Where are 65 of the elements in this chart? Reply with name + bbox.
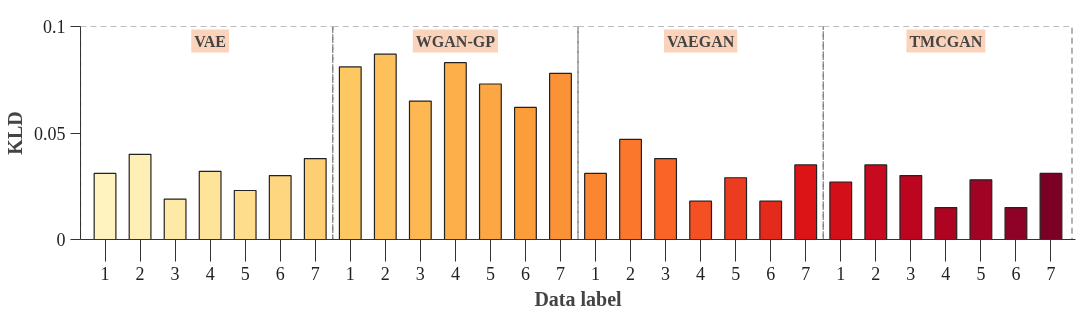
x-tick-label: 7 xyxy=(1046,263,1056,284)
bar xyxy=(794,164,818,240)
bar xyxy=(408,100,432,240)
x-tick-label: 1 xyxy=(591,263,601,284)
bar xyxy=(1039,172,1063,240)
y-tick-label: 0.1 xyxy=(43,17,66,37)
annotation: WGAN-GP xyxy=(415,32,496,50)
x-tick-label: 6 xyxy=(275,263,285,284)
annotation: TMCGAN xyxy=(909,32,983,50)
x-axis-title: Data label xyxy=(534,287,623,310)
bar xyxy=(724,177,748,240)
x-tick-label: 6 xyxy=(520,263,530,284)
bar xyxy=(478,83,502,240)
bar xyxy=(899,175,923,240)
bar xyxy=(513,106,537,240)
bar xyxy=(969,179,993,240)
bar xyxy=(128,153,152,240)
x-tick-label: 2 xyxy=(626,263,636,284)
bar xyxy=(233,189,257,240)
bar xyxy=(654,157,678,240)
bar xyxy=(829,181,853,240)
x-tick-label: 5 xyxy=(485,263,495,284)
x-tick-label: 5 xyxy=(240,263,250,284)
x-tick-label: 2 xyxy=(871,263,881,284)
bar xyxy=(584,172,607,240)
x-tick-label: 7 xyxy=(310,263,320,284)
bar xyxy=(163,198,187,240)
x-tick-label: 3 xyxy=(906,263,916,284)
bar xyxy=(549,72,572,240)
x-tick-label: 6 xyxy=(766,263,776,284)
x-tick-label: 4 xyxy=(941,263,951,284)
x-tick-label: 2 xyxy=(135,263,145,284)
x-tick-label: 3 xyxy=(415,263,425,284)
x-tick-label: 3 xyxy=(661,263,671,284)
x-tick-label: 2 xyxy=(380,263,390,284)
x-tick-label: 4 xyxy=(696,263,706,284)
x-tick-label: 1 xyxy=(100,263,110,284)
y-axis-title: KLD xyxy=(4,111,26,155)
bar xyxy=(934,206,958,240)
x-tick-label: 4 xyxy=(450,263,460,284)
bar xyxy=(443,62,467,240)
x-tick-label: 1 xyxy=(345,263,355,284)
bar xyxy=(619,138,643,240)
bar xyxy=(338,66,362,240)
x-tick-label: 5 xyxy=(731,263,741,284)
annotation: VAE xyxy=(194,32,226,50)
y-tick-label: 0 xyxy=(56,230,66,250)
bar xyxy=(303,157,327,240)
bar xyxy=(864,164,888,240)
bar xyxy=(373,53,397,240)
bar xyxy=(93,172,117,240)
x-tick-label: 6 xyxy=(1011,263,1021,284)
x-tick-label: 3 xyxy=(170,263,180,284)
x-tick-label: 1 xyxy=(836,263,846,284)
bar xyxy=(759,200,783,240)
bar xyxy=(689,200,713,240)
x-tick-label: 7 xyxy=(555,263,565,284)
bar xyxy=(198,170,222,240)
x-tick-label: 5 xyxy=(976,263,986,284)
x-tick-label: 4 xyxy=(205,263,215,284)
bar xyxy=(1004,206,1028,240)
bar xyxy=(268,175,292,240)
x-tick-label: 7 xyxy=(801,263,811,284)
y-tick-label: 0.05 xyxy=(34,123,66,144)
annotation: VAEGAN xyxy=(666,32,735,50)
